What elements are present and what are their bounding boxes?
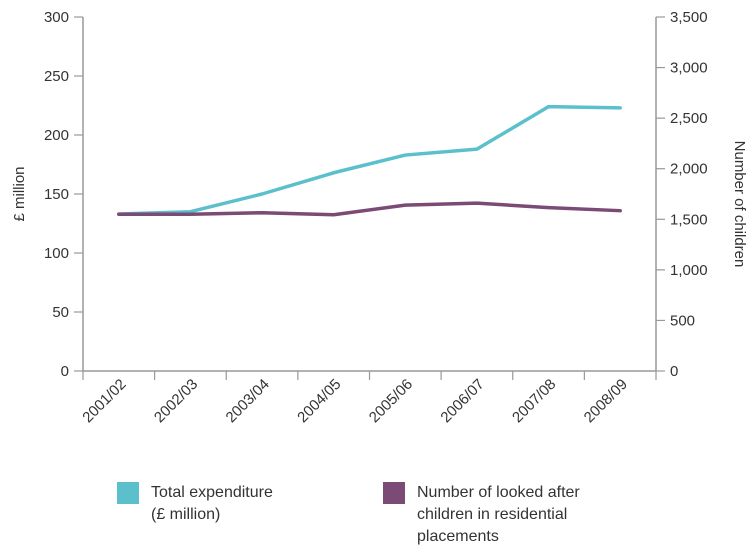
left-tick-label: 300 xyxy=(44,9,69,26)
left-tick-label: 50 xyxy=(52,304,69,321)
x-tick-label: 2002/03 xyxy=(151,376,201,426)
series-line-1 xyxy=(117,104,622,216)
left-tick-label: 250 xyxy=(44,68,69,85)
legend-swatch-1 xyxy=(117,482,139,504)
x-tick-label: 2004/05 xyxy=(294,376,344,426)
x-tick-label: 2001/02 xyxy=(79,376,129,426)
x-tick-label: 2005/06 xyxy=(366,376,416,426)
x-tick-label: 2008/09 xyxy=(581,376,631,426)
x-tick-label: 2006/07 xyxy=(437,376,487,426)
left-axis-title: £ million xyxy=(11,166,28,221)
right-tick-label: 3,500 xyxy=(670,9,708,26)
x-tick-label: 2007/08 xyxy=(509,376,559,426)
legend-label-2: children in residential xyxy=(417,506,567,523)
right-tick-label: 1,000 xyxy=(670,262,708,279)
right-tick-label: 2,000 xyxy=(670,161,708,178)
axes: 0 50 100 150 200 250 300 0 500 1,000 1,500 2,000 2,5… xyxy=(11,9,748,426)
legend: Total expenditure (£ million) Number of lo… xyxy=(117,482,580,545)
legend-label-1: Total expenditure xyxy=(151,484,273,501)
plot-lines xyxy=(117,104,622,217)
legend-label-1: (£ million) xyxy=(151,506,220,523)
left-tick-label: 0 xyxy=(61,363,69,380)
right-tick-label: 1,500 xyxy=(670,211,708,228)
left-tick-label: 100 xyxy=(44,245,69,262)
left-tick-label: 150 xyxy=(44,186,69,203)
right-tick-label: 0 xyxy=(670,363,678,380)
right-tick-label: 500 xyxy=(670,312,695,329)
series-line-2 xyxy=(117,201,622,217)
legend-label-2: placements xyxy=(417,528,499,545)
legend-label-2: Number of looked after xyxy=(417,484,580,501)
right-tick-label: 2,500 xyxy=(670,110,708,127)
right-tick-label: 3,000 xyxy=(670,60,708,77)
legend-swatch-2 xyxy=(383,482,405,504)
x-tick-label: 2003/04 xyxy=(223,376,273,426)
left-tick-label: 200 xyxy=(44,127,69,144)
right-axis-title: Number of children xyxy=(731,141,748,268)
